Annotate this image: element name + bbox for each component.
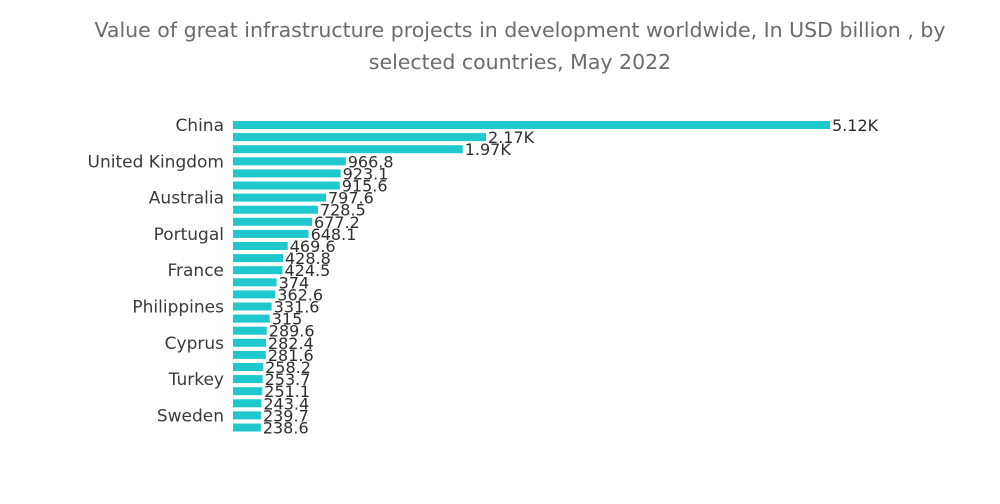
category-label: Cyprus [165,334,224,354]
category-labels-group: China United Kingdom Australia Portugal Fran… [88,116,225,426]
category-label: Philippines [132,298,224,318]
bar [233,363,264,371]
value-label: 469.6 [290,237,336,256]
bar [233,266,283,275]
bar [233,278,277,287]
value-label: 5.12K [832,116,879,135]
bars-group [233,121,830,432]
value-label: 315 [272,310,303,329]
bar [233,387,263,396]
bar [233,314,270,323]
bar [233,157,346,166]
value-label: 289.6 [269,322,315,341]
bar [233,205,318,214]
bar [233,181,340,190]
value-label: 966.8 [348,152,394,171]
value-label: 239.7 [263,406,309,425]
value-label: 238.6 [263,419,309,438]
value-label: 428.8 [285,249,331,268]
category-label: Turkey [168,370,224,390]
value-label: 362.6 [277,285,323,304]
bar [233,375,263,384]
bar [233,133,487,142]
value-label: 1.97K [465,140,512,159]
bar [233,193,327,202]
bar [233,121,830,129]
value-label: 728.5 [320,201,366,220]
value-label: 424.5 [284,261,330,280]
value-label: 677.2 [314,213,360,232]
category-label: Portugal [154,225,224,245]
category-label: France [167,261,224,281]
bar [233,254,283,263]
value-label: 243.4 [263,394,309,413]
value-label: 281.6 [268,346,314,365]
category-label: China [175,116,224,136]
value-label: 915.6 [342,177,388,196]
value-label: 251.1 [264,382,310,401]
bar [233,229,309,238]
bar [233,145,463,154]
bar [233,338,266,347]
bar [233,423,261,432]
value-label: 648.1 [311,225,357,244]
bar [233,399,262,408]
value-label: 797.6 [328,189,374,208]
bar [233,169,341,178]
chart-title: Value of great infrastructure projects i… [94,18,946,74]
value-label: 374 [279,273,310,292]
category-label: Australia [149,189,224,209]
value-label: 331.6 [274,298,320,317]
value-label: 2.17K [488,128,535,147]
bar [233,290,276,299]
bar [233,302,272,311]
bar [233,217,312,226]
bar [233,242,288,250]
bar [233,350,266,359]
category-label: United Kingdom [88,152,224,172]
bar [233,326,267,335]
bar [233,411,261,420]
value-label: 923.1 [343,164,389,183]
value-label: 258.2 [265,358,311,377]
category-label: Sweden [157,406,224,426]
value-label: 253.7 [265,370,311,389]
value-label: 282.4 [268,334,314,353]
